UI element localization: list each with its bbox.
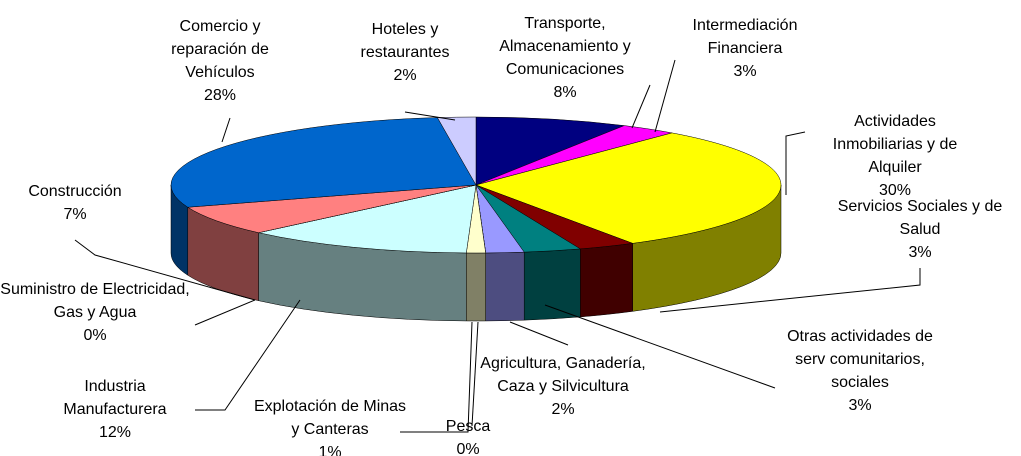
category-label: Transporte, Almacenamiento y Comunicacio…: [499, 15, 631, 78]
leader-lines: [74, 59, 921, 433]
leader-line: [404, 111, 456, 121]
leader-line: [509, 321, 569, 346]
slices: [170, 116, 782, 322]
category-label: Servicios Sociales y de Salud: [837, 198, 1003, 238]
category-label: Construcción: [28, 183, 122, 200]
value-label: 28%: [203, 87, 237, 104]
value-label: 3%: [908, 244, 932, 261]
slice: [258, 184, 477, 254]
value-label: 3%: [733, 63, 757, 80]
slice-label: Explotación de Minas y Canteras 1%: [250, 395, 410, 456]
slice-side: [466, 252, 486, 322]
slice-label: Comercio y reparación de Vehículos 28%: [155, 15, 285, 107]
value-label: 30%: [878, 182, 912, 199]
slice: [170, 117, 477, 208]
category-label: Comercio y reparación de Vehículos: [171, 18, 269, 81]
value-label: 0%: [83, 327, 107, 344]
leader-line: [471, 321, 479, 427]
category-label: Intermediación Financiera: [692, 17, 798, 57]
value-label: 7%: [63, 206, 87, 223]
value-label: 2%: [551, 401, 575, 418]
value-label: 2%: [393, 67, 417, 84]
leader-line: [785, 131, 806, 195]
slice-label: Actividades Inmobiliarias y de Alquiler 3…: [810, 110, 980, 202]
category-label: Industria Manufacturera: [63, 378, 167, 418]
category-label: Hoteles y restaurantes: [360, 21, 450, 61]
slice-label: Pesca 0%: [438, 415, 498, 456]
slice-side: [580, 243, 633, 318]
leader-line: [631, 84, 651, 129]
category-label: Suministro de Electricidad, Gas y Agua: [0, 281, 190, 321]
slice-label: Otras actividades de serv comunitarios, …: [783, 325, 938, 417]
leader-line: [400, 321, 473, 433]
leader-line: [654, 59, 676, 133]
value-label: 3%: [848, 397, 872, 414]
category-label: Explotación de Minas y Canteras: [253, 398, 407, 438]
slice: [187, 184, 477, 233]
slice-label: Hoteles y restaurantes 2%: [348, 18, 463, 87]
value-label: 12%: [98, 424, 132, 441]
slice-label: Intermediación Financiera 3%: [675, 14, 815, 83]
slice-label: Industria Manufacturera 12%: [45, 375, 185, 444]
leader-line: [194, 299, 256, 326]
leader-line: [221, 117, 231, 143]
slice-label: Servicios Sociales y de Salud 3%: [818, 195, 1021, 264]
slice-label: Construcción 7%: [5, 180, 145, 226]
category-label: Actividades Inmobiliarias y de Alquiler: [832, 113, 958, 176]
slice-side: [485, 251, 525, 322]
slice-label: Transporte, Almacenamiento y Comunicacio…: [473, 12, 658, 104]
leader-line: [74, 239, 256, 301]
leader-line: [195, 299, 301, 411]
value-label: 0%: [456, 441, 480, 456]
slice-label: Suministro de Electricidad, Gas y Agua 0%: [0, 278, 190, 347]
value-label: 1%: [318, 444, 342, 456]
leader-line: [544, 304, 776, 389]
slice-label: Agricultura, Ganadería, Caza y Silvicult…: [478, 352, 648, 421]
category-label: Otras actividades de serv comunitarios, …: [787, 328, 933, 391]
value-label: 8%: [553, 84, 577, 101]
leader-line: [659, 268, 921, 313]
slice-side: [523, 248, 581, 321]
slice: [475, 116, 625, 186]
category-label: Pesca: [445, 418, 491, 435]
slice: [475, 132, 782, 244]
category-label: Agricultura, Ganadería, Caza y Silvicult…: [480, 355, 646, 395]
